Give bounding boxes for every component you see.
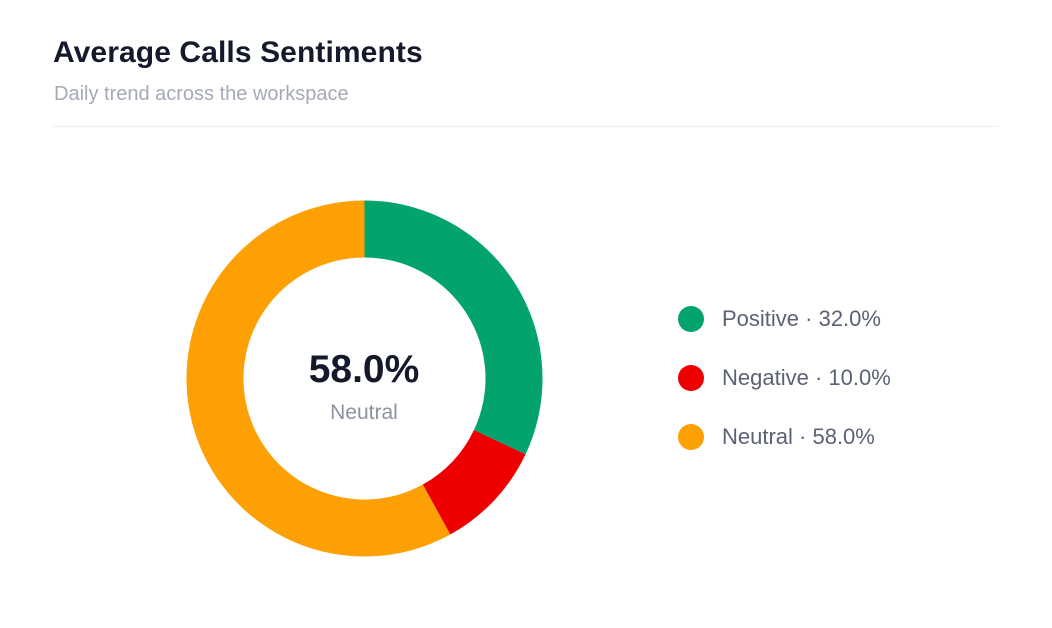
donut-center-value: 58.0% — [308, 348, 420, 391]
donut-slice-positive[interactable] — [364, 200, 543, 455]
legend-item-positive[interactable]: Positive · 32.0% — [678, 304, 891, 334]
donut-slice-neutral[interactable] — [186, 200, 451, 557]
chart-title: Average Calls Sentiments — [53, 36, 423, 69]
header-divider — [53, 126, 999, 127]
legend-label-neutral: Neutral · 58.0% — [722, 424, 875, 449]
donut-center-label: Neutral — [330, 401, 398, 424]
legend-label-positive: Positive · 32.0% — [722, 306, 881, 331]
legend-item-neutral[interactable]: Neutral · 58.0% — [678, 422, 891, 452]
chart-subtitle: Daily trend across the workspace — [54, 83, 349, 105]
donut-chart — [186, 200, 543, 557]
legend-swatch-negative — [678, 365, 704, 391]
legend-item-negative[interactable]: Negative · 10.0% — [678, 363, 891, 393]
legend-label-negative: Negative · 10.0% — [722, 365, 891, 390]
chart-legend: Positive · 32.0% Negative · 10.0% Neutra… — [678, 304, 891, 481]
donut-slice-negative[interactable] — [422, 430, 526, 535]
legend-swatch-positive — [678, 306, 704, 332]
legend-swatch-neutral — [678, 424, 704, 450]
